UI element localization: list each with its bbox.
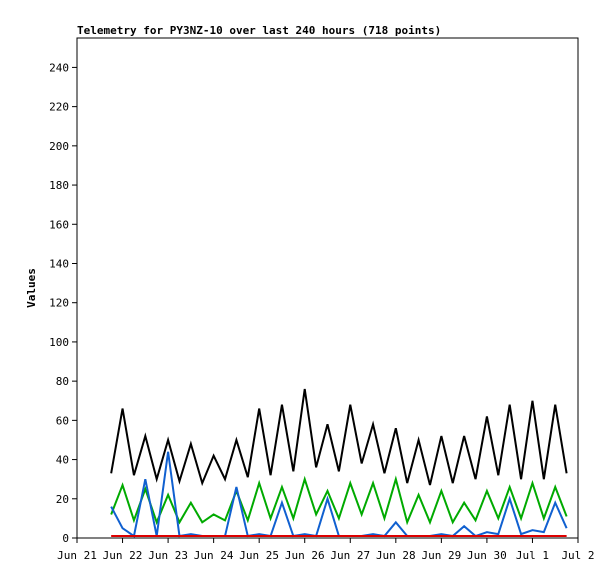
y-tick-label: 220 [49, 101, 69, 114]
y-tick-label: 120 [49, 297, 69, 310]
x-tick-label: Jun 22 [103, 549, 143, 562]
chart-title: Telemetry for PY3NZ-10 over last 240 hou… [77, 24, 441, 37]
x-tick-label: Jun 26 [285, 549, 325, 562]
x-tick-label: Jun 25 [239, 549, 279, 562]
x-tick-label: Jun 24 [194, 549, 234, 562]
y-tick-label: 80 [56, 375, 69, 388]
x-tick-label: Jun 29 [421, 549, 461, 562]
y-tick-label: 60 [56, 414, 69, 427]
y-tick-label: 140 [49, 257, 69, 270]
y-axis-label: Values [25, 268, 38, 308]
x-tick-label: Jun 30 [467, 549, 507, 562]
y-tick-label: 160 [49, 218, 69, 231]
series-line [110, 475, 568, 526]
y-tick-label: 100 [49, 336, 69, 349]
plot-frame [76, 37, 579, 539]
x-tick-label: Jul 1 [516, 549, 549, 562]
series-line [110, 388, 568, 487]
x-tick-label: Jul 2 [561, 549, 594, 562]
x-tick-label: Jun 27 [330, 549, 370, 562]
y-tick-label: 20 [56, 493, 69, 506]
x-tick-label: Jun 28 [376, 549, 416, 562]
x-tick-label: Jun 21 [57, 549, 97, 562]
y-tick-label: 0 [62, 532, 69, 545]
y-tick-label: 200 [49, 140, 69, 153]
y-tick-label: 240 [49, 61, 69, 74]
y-tick-label: 40 [56, 454, 69, 467]
y-tick-label: 180 [49, 179, 69, 192]
x-tick-label: Jun 23 [148, 549, 188, 562]
